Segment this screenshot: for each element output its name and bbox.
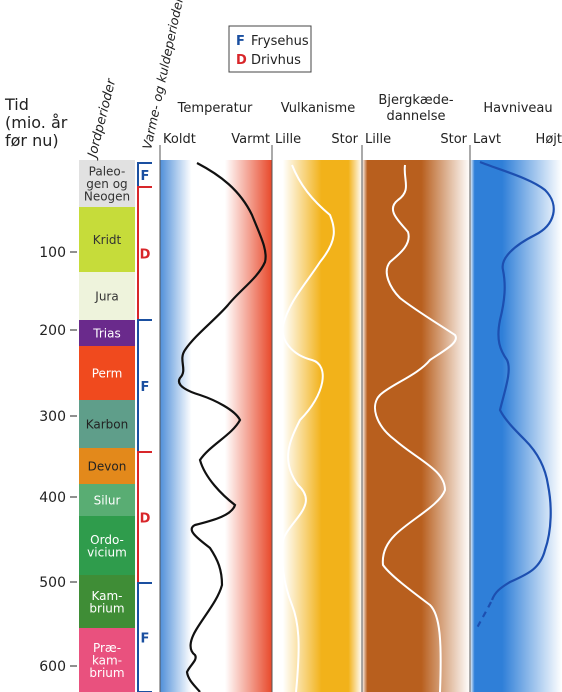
time-tick-label: 600	[39, 659, 66, 675]
subheader-hav-low: Lavt	[473, 132, 501, 147]
period-label: Devon	[88, 460, 127, 474]
period-block	[79, 320, 135, 346]
subheader-bjerg-low: Lille	[365, 132, 391, 147]
time-tick-label: 100	[39, 245, 66, 261]
header-havniveau: Havniveau	[483, 101, 552, 116]
time-axis-title-line-2: (mio. år	[5, 113, 68, 132]
climate-bracket-frysehus	[137, 582, 152, 692]
period-label: brium	[89, 666, 124, 680]
header-vulkanisme: Vulkanisme	[281, 101, 355, 116]
period-label: Trias	[92, 327, 120, 341]
header-bjergkaede-line-2: dannelse	[386, 109, 445, 124]
mountain-building-curve	[374, 164, 457, 692]
time-tick-label: 500	[39, 575, 66, 591]
period-block	[79, 346, 135, 400]
period-block	[79, 207, 135, 272]
time-tick-label: 300	[39, 409, 66, 425]
period-label: gen og	[86, 177, 127, 191]
subheader-bjerg-high: Stor	[440, 132, 467, 147]
period-label: brium	[89, 601, 124, 615]
sea-level-band	[470, 160, 562, 692]
period-block	[79, 400, 135, 448]
climate-code-drivhus: D	[140, 248, 151, 263]
period-block	[79, 272, 135, 320]
sea-level-curve	[479, 160, 555, 601]
period-block	[79, 575, 135, 628]
volcanism-band	[272, 160, 362, 692]
time-axis-title-line-1: Tid	[4, 95, 29, 114]
period-label: Kam-	[91, 589, 122, 603]
subheader-temp-high: Varmt	[231, 132, 270, 147]
subheader-temp-low: Koldt	[163, 132, 196, 147]
mountain-building-band	[362, 160, 470, 692]
period-label: Jura	[94, 290, 118, 304]
time-axis-title-line-3: før nu)	[5, 131, 59, 150]
period-label: Perm	[92, 367, 123, 381]
subheader-vulk-high: Stor	[331, 132, 358, 147]
legend-frysehus-label: Frysehus	[251, 34, 309, 49]
subheader-hav-high: Højt	[536, 132, 562, 147]
header-temperatur: Temperatur	[177, 101, 253, 116]
legend-drivhus-label: Drivhus	[251, 53, 301, 68]
period-label: Paleo-	[89, 165, 126, 179]
time-tick-label: 400	[39, 490, 66, 506]
legend-box	[228, 25, 312, 73]
time-tick-label: 200	[39, 323, 66, 339]
period-label: kam-	[92, 654, 122, 668]
period-block	[79, 448, 135, 484]
period-label: Præ-	[93, 641, 121, 655]
header-jordperioder: Jordperioder	[85, 76, 120, 162]
header-bjergkaede-line-1: Bjergkæde-	[378, 93, 453, 108]
period-label: Kridt	[93, 233, 122, 247]
temperature-band	[160, 160, 272, 692]
climate-code-drivhus: D	[140, 512, 151, 527]
period-block	[79, 628, 135, 692]
sea-level-curve-uncertain	[476, 601, 492, 629]
period-label: Karbon	[86, 418, 129, 432]
period-label: Neogen	[84, 190, 130, 204]
climate-code-frysehus: F	[141, 632, 150, 647]
period-block	[79, 516, 135, 575]
legend-drivhus-code: D	[236, 53, 247, 68]
period-label: Ordo-	[90, 533, 124, 547]
period-block	[79, 160, 135, 207]
climate-code-frysehus: F	[141, 380, 150, 395]
legend-frysehus-code: F	[236, 34, 245, 49]
temperature-curve	[177, 162, 267, 692]
legend: F Frysehus D Drivhus	[228, 25, 312, 73]
period-label: vicium	[87, 545, 127, 559]
volcanism-curve	[281, 164, 335, 692]
period-block	[79, 484, 135, 516]
subheader-vulk-low: Lille	[275, 132, 301, 147]
climate-code-frysehus: F	[141, 169, 150, 184]
period-label: Silur	[94, 494, 121, 508]
header-varme-kulde: Varme- og kuldeperioder	[139, 0, 186, 151]
